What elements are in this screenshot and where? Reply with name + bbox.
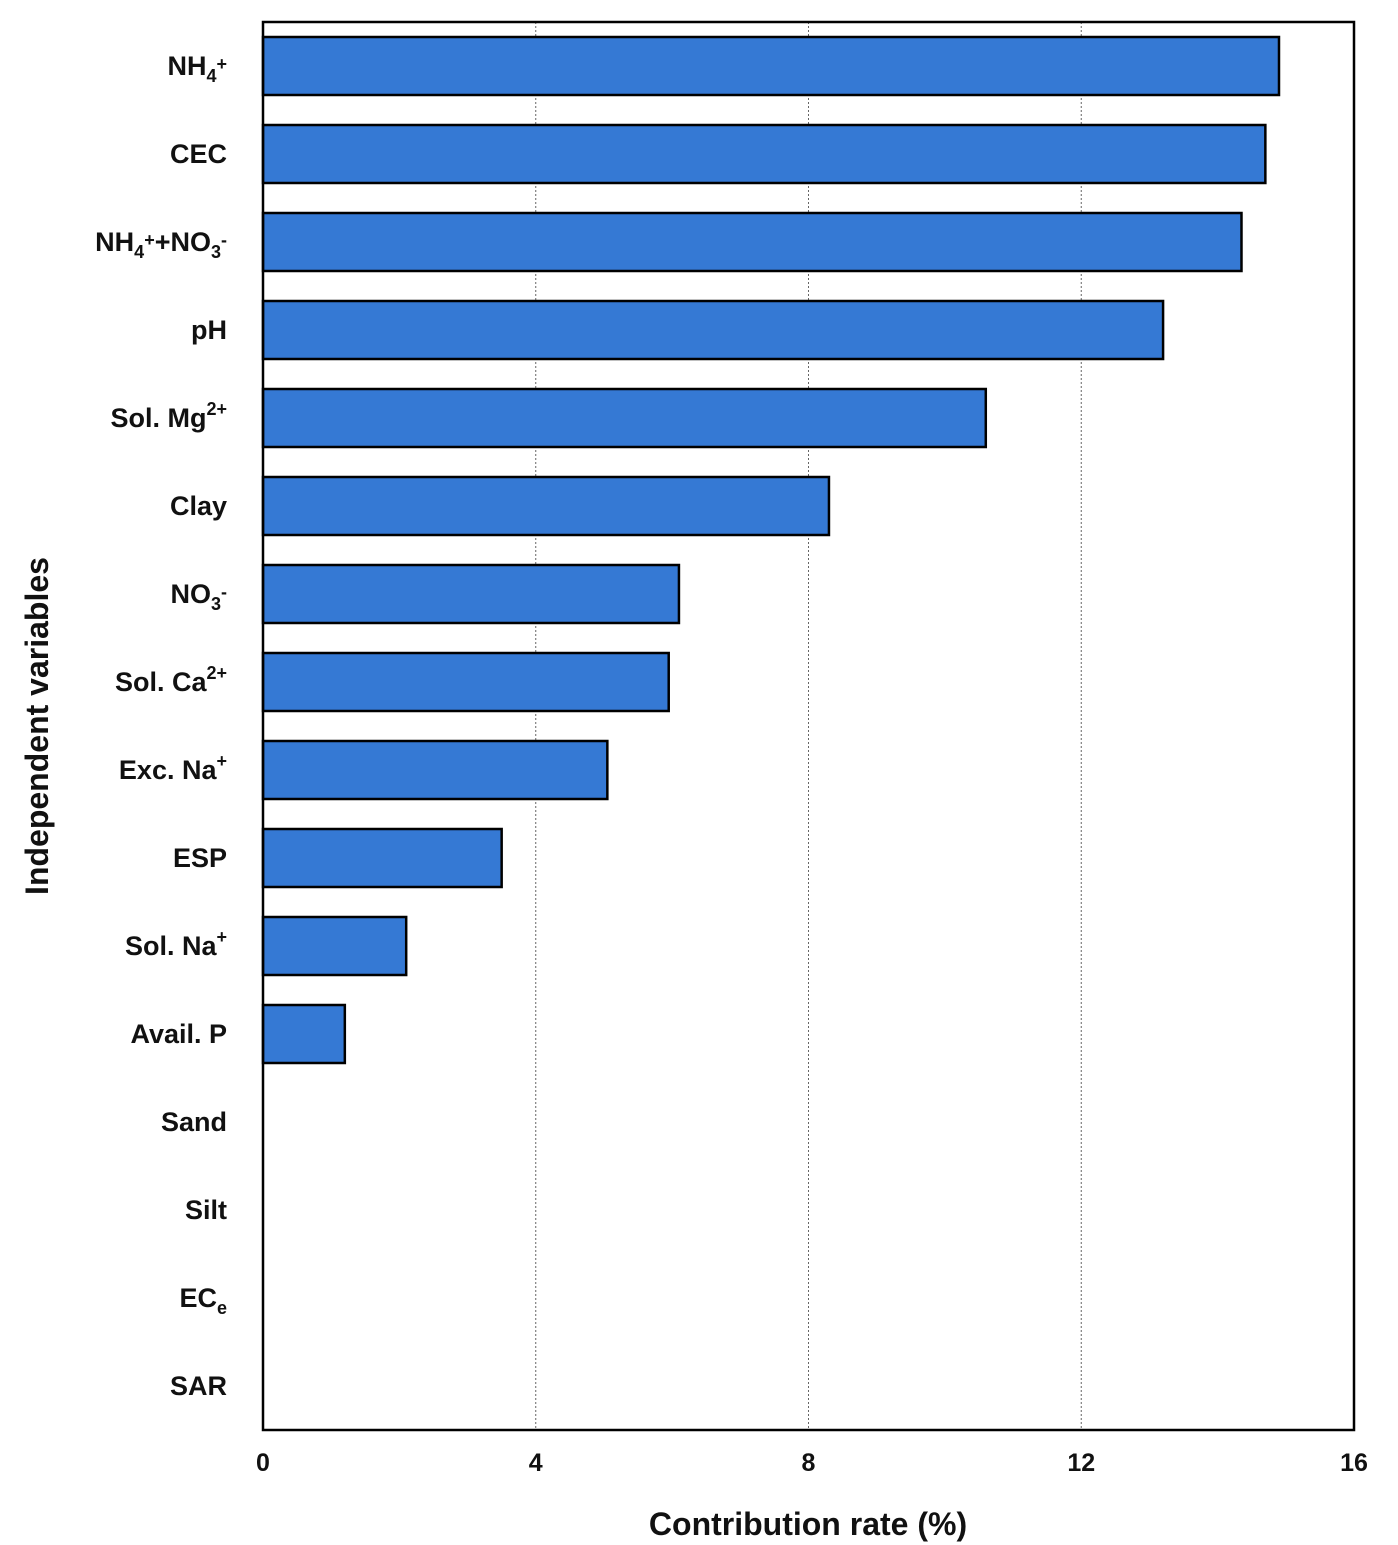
bar [261,475,831,537]
x-tick-label: 8 [802,1449,816,1477]
bar [261,35,1281,97]
bar [261,563,681,625]
category-label: ESP [173,843,227,873]
x-tick-label: 4 [529,1449,543,1477]
category-label: Sol. Na+ [125,927,227,961]
gridlines [535,22,1082,1430]
bar [261,1003,347,1065]
category-label: Clay [170,491,227,521]
category-label: SAR [170,1371,227,1401]
x-tick-labels: 0 4 8 12 16 [256,1449,1368,1477]
category-label: Sol. Mg2+ [110,399,227,433]
category-label: NH4++NO3- [95,227,227,262]
bar [261,915,408,977]
bar [261,651,670,713]
bar [261,299,1165,361]
bar [261,211,1243,273]
bar [261,387,988,449]
y-axis-title: Independent variables [19,557,55,895]
category-label: Sand [161,1107,227,1137]
x-tick-label: 0 [256,1449,270,1477]
x-axis-title: Contribution rate (%) [649,1506,967,1542]
bar [261,123,1267,185]
x-tick-label: 16 [1340,1449,1368,1477]
category-label: CEC [170,139,227,169]
category-label: ECe [179,1283,227,1318]
category-label: Silt [185,1195,227,1225]
category-label: Avail. P [130,1019,227,1049]
category-label: Exc. Na+ [119,751,227,785]
category-label: pH [191,315,227,345]
bar [261,739,609,801]
bar [261,827,503,889]
bars [261,35,1281,1065]
category-label: NH4+ [167,51,227,86]
category-label: Sol. Ca2+ [115,663,227,697]
plot-frame [261,20,1356,1432]
x-tick-label: 12 [1067,1449,1095,1477]
category-label: NO3- [170,579,227,614]
category-labels: NH4+ CEC NH4++NO3- pH Sol. Mg2+ Clay NO3- Sol. … [95,51,227,1401]
